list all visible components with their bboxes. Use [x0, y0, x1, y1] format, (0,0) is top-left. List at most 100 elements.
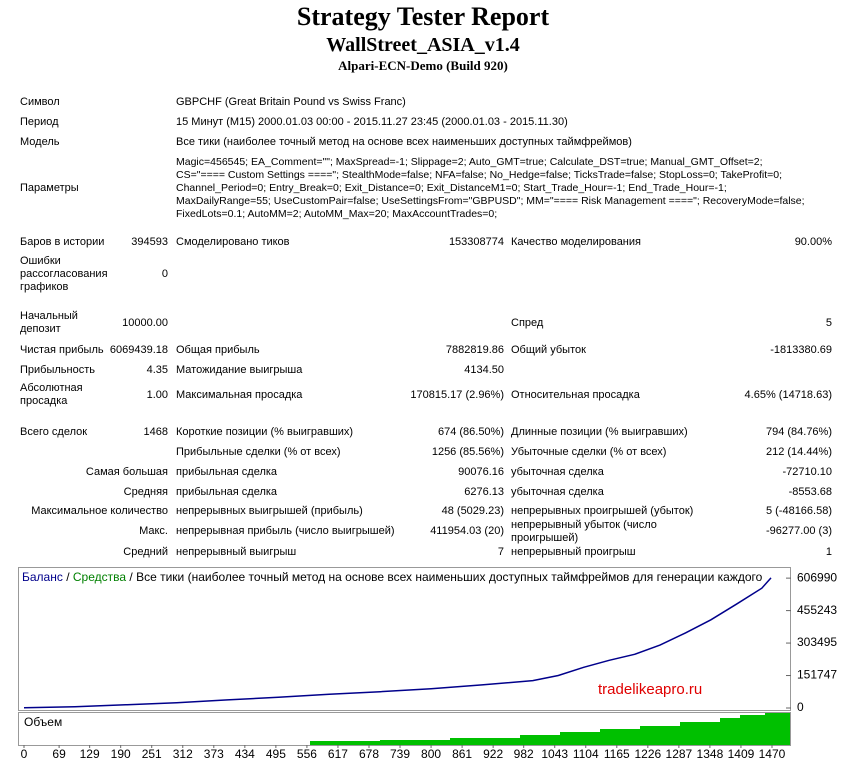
- value: 170815.17 (2.96%): [410, 388, 504, 401]
- label: Качество моделирования: [511, 235, 641, 248]
- x-tick-label: 1165: [604, 747, 630, 761]
- label: Общий убыток: [511, 343, 586, 356]
- value: -8553.68: [788, 485, 832, 498]
- value: 1256 (85.56%): [431, 445, 504, 458]
- value: 15 Минут (M15) 2000.01.03 00:00 - 2015.1…: [176, 116, 568, 128]
- watermark: tradelikeapro.ru: [598, 681, 702, 698]
- param-line: Magic=456545; EA_Comment=""; MaxSpread=-…: [176, 155, 763, 168]
- legend: Баланс / Средства / Все тики (наиболее т…: [22, 570, 763, 584]
- x-tick-label: 1226: [634, 747, 661, 761]
- x-tick-label: 1287: [666, 747, 693, 761]
- x-tick-label: 739: [390, 747, 410, 761]
- main-pane: [18, 567, 791, 711]
- label: прибыльная сделка: [176, 485, 278, 498]
- x-tick-label: 69: [52, 747, 66, 761]
- param-line: CS="==== Custom Settings ===="; StealthM…: [176, 168, 783, 181]
- value: 90076.16: [458, 465, 504, 478]
- x-tick-label: 556: [297, 747, 317, 761]
- value: 0: [161, 267, 168, 280]
- value: 1.00: [146, 388, 168, 401]
- stat-row: Максимальное количество непрерывных выигр…: [0, 502, 846, 521]
- x-tick-label: 495: [266, 747, 286, 761]
- legend-text: Баланс / Средства / Все тики (наиболее т…: [22, 570, 763, 584]
- value: Все тики (наиболее точный метод на основ…: [176, 136, 632, 148]
- stat-row: Самая большая прибыльная сделка 90076.16 уб…: [0, 462, 846, 482]
- value: 6276.13: [464, 485, 504, 498]
- report-title: Strategy Tester Report: [296, 2, 550, 31]
- param-line: Channel_Period=0; Entry_Break=0; Exit_Di…: [176, 181, 727, 194]
- legend-entry: Баланс: [22, 570, 63, 584]
- value: 1468: [143, 425, 168, 438]
- value: 4.35: [146, 363, 168, 376]
- balance-line: [23, 577, 772, 709]
- value: 5 (-48166.58): [765, 505, 832, 517]
- label: Прибыльные сделки (% от всех): [176, 445, 341, 458]
- stat-row: Средняя прибыльная сделка 6276.13 убыточная…: [0, 482, 846, 502]
- x-tick-label: 1348: [697, 747, 724, 761]
- value: 394593: [131, 235, 168, 248]
- x-tick-label: 312: [173, 747, 193, 761]
- x-tick-label: 1043: [541, 747, 568, 761]
- volume-label: Объем: [24, 715, 62, 729]
- y-tick-label: 0: [797, 700, 804, 714]
- value: 411954.03 (20): [430, 525, 504, 537]
- y-tick-label: 151747: [797, 668, 837, 682]
- legend-separator: /: [66, 570, 70, 584]
- label: Период: [20, 116, 59, 128]
- label: убыточная сделка: [511, 485, 604, 498]
- value: -96277.00 (3): [765, 525, 832, 537]
- label: Макс.: [139, 525, 168, 537]
- label: непрерывный выигрыш: [176, 545, 297, 558]
- legend-note: Все тики (наиболее точный метод на основ…: [136, 570, 763, 584]
- value: 5: [825, 316, 832, 329]
- x-tick-label: 1409: [728, 747, 755, 761]
- parameters: Magic=456545; EA_Comment=""; MaxSpread=-…: [176, 154, 805, 222]
- label: Короткие позиции (% выигравших): [176, 425, 354, 438]
- value: 48 (5029.23): [441, 505, 504, 517]
- label: Относительная просадка: [511, 388, 640, 401]
- x-tick-label: 800: [421, 747, 441, 761]
- x-tick-label: 1104: [573, 747, 599, 761]
- value: GBPCHF (Great Britain Pound vs Swiss Fra…: [176, 95, 406, 108]
- value: 6069439.18: [109, 343, 168, 356]
- value: 10000.00: [122, 316, 168, 329]
- label: Модель: [20, 136, 60, 148]
- value: 674 (86.50%): [437, 425, 504, 438]
- label: Символ: [20, 95, 60, 108]
- y-tick-label: 455243: [797, 603, 837, 617]
- server-name: Alpari-ECN-Demo (Build 920): [338, 58, 508, 73]
- label: Общая прибыль: [176, 343, 260, 356]
- x-tick-label: 922: [483, 747, 503, 761]
- label: Чистая прибыль: [20, 343, 104, 356]
- value: 7: [497, 545, 504, 558]
- label: непрерывных проигрышей (убыток): [511, 505, 694, 517]
- x-tick-label: 434: [235, 747, 255, 761]
- label: Убыточные сделки (% от всех): [511, 445, 667, 458]
- x-tick-label: 678: [359, 747, 379, 761]
- stat-row: Средний непрерывный выигрыш 7 непрерывный п…: [0, 542, 846, 562]
- value: 4.65% (14718.63): [744, 388, 832, 401]
- value: 153308774: [448, 235, 504, 248]
- y-tick-label: 606990: [797, 570, 837, 584]
- stat-row: Прибыльность 4.35 Матожидание выигрыша 4134…: [0, 360, 846, 380]
- stat-row: Ошибки рассогласования графиков 0: [0, 252, 846, 296]
- legend-separator: /: [129, 570, 133, 584]
- stat-row: Чистая прибыль 6069439.18 Общая прибыль 788…: [0, 340, 846, 360]
- label: непрерывный убыток (число проигрышей): [511, 518, 657, 544]
- label: Смоделировано тиков: [176, 235, 290, 248]
- label: Средняя: [123, 485, 168, 498]
- x-tick-label: 861: [452, 747, 472, 761]
- x-tick-label: 0: [21, 747, 28, 761]
- label: непрерывная прибыль (число выигрышей): [176, 525, 395, 537]
- label: Средний: [123, 545, 168, 558]
- param-line: FixedLots=0.1; AutoMM=2; AutoMM_Max=20; …: [176, 207, 498, 220]
- x-tick-label: 129: [80, 747, 100, 761]
- label: Всего сделок: [20, 425, 88, 438]
- y-tick-label: 303495: [797, 635, 837, 649]
- label: Ошибки рассогласования графиков: [20, 254, 108, 293]
- label: непрерывный проигрыш: [511, 545, 636, 558]
- stat-row: Начальный депозит 10000.00 Спред 5: [0, 306, 846, 340]
- x-tick-label: 190: [111, 747, 131, 761]
